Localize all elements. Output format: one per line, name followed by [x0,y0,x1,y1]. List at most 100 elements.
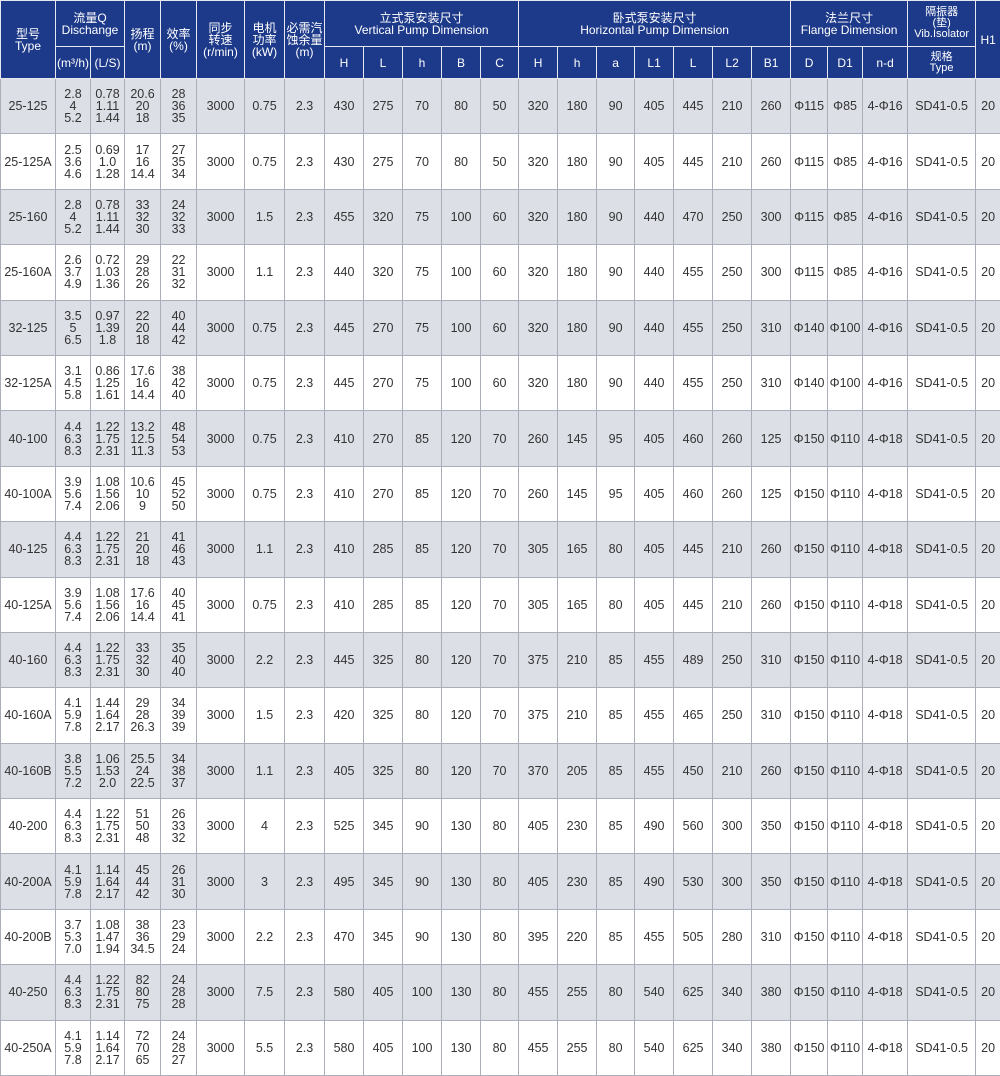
table-cell: 275 [363,77,404,135]
table-cell: 405 [634,77,675,135]
table-cell: 1.08 1.56 2.06 [89,465,126,523]
cell-line: 33 [135,641,150,656]
cell-line: 16 [135,154,150,169]
table-cell: 20 [975,631,1000,689]
table-cell: SD41-0.5 [907,188,977,246]
table-cell: 300 [712,853,753,910]
table-cell: 300 [712,798,753,855]
table-cell: 1.08 1.56 2.06 [89,576,126,633]
table-cell: 20.6 20 18 [124,77,162,135]
table-cell: 80 [402,687,443,744]
cell-line: 4.1 [64,696,82,711]
table-cell: 260 [751,576,792,633]
table-cell: Φ110 [827,410,864,467]
header-cell: n-d [862,46,909,79]
cell-line: 5.9 [64,1040,82,1055]
cell-line: 43 [171,554,186,569]
table-cell: 3.9 5.6 7.4 [55,576,91,633]
cell-line: 5.3 [64,930,82,945]
table-cell: 22 20 18 [124,299,162,356]
table-cell: 1.22 1.75 2.31 [89,410,126,467]
cell-line: 6.3 [64,653,82,668]
table-cell: 4.4 6.3 8.3 [55,964,91,1021]
cell-line: 80 [135,985,150,1000]
cell-line: 38 [171,763,186,778]
table-cell: 70 [480,742,520,800]
table-cell: 210 [712,77,753,135]
cell-line: 0.86 [95,364,120,379]
cell-line: 1.11 [95,99,120,114]
table-cell: 3.1 4.5 5.8 [55,354,91,412]
table-cell: 430 [324,77,365,135]
table-cell: 1.06 1.53 2.0 [89,742,126,800]
table-cell: 305 [518,521,559,578]
table-cell: 25-125A [0,133,56,190]
cell-line: 20 [135,542,150,557]
table-cell: 25-160A [0,244,56,301]
cell-line: 3.9 [64,585,82,600]
table-cell: Φ150 [790,1019,829,1076]
cell-line: 4.1 [64,862,82,877]
table-cell: 470 [673,188,714,246]
table-cell: 85 [596,742,636,800]
cell-line: 1.11 [95,209,120,224]
table-cell: 210 [712,133,753,190]
table-cell: 540 [634,964,675,1021]
cell-line: 10 [135,486,150,501]
table-row: 40-200 4.4 6.3 8.3 1.22 1.75 2.31 51 50 48 26 33 32 3… [0,798,1000,855]
table-cell: 305 [518,576,559,633]
cell-line: 4.4 [64,419,82,434]
table-cell: 48 54 53 [160,410,198,467]
table-cell: 280 [712,908,753,966]
header-text: (m) [295,44,314,59]
table-cell: Φ85 [827,133,864,190]
header-cell: 隔振器 (垫) Vib.Isolator [907,0,977,47]
cell-line: 38 [135,918,150,933]
cell-line: 30 [135,665,150,680]
table-cell: 320 [363,244,404,301]
cell-line: 4.4 [64,973,82,988]
cell-line: 2.5 [64,142,82,157]
table-cell: 4-Φ18 [862,742,909,800]
table-cell: 445 [673,521,714,578]
table-cell: Φ150 [790,576,829,633]
table-cell: 270 [363,410,404,467]
table-cell: 29 28 26 [124,244,162,301]
cell-line: 18 [135,332,150,347]
table-header: 型号 Type 流量Q Dischange 扬程 (m) 效率 (%) 同步 转速 (r/m… [0,0,1000,79]
cell-line: 2.6 [64,253,82,268]
cell-line: 50 [135,819,150,834]
cell-line: 34 [171,696,186,711]
table-cell: 270 [363,354,404,412]
table-cell: 125 [751,465,792,523]
cell-line: 1.36 [95,277,120,292]
table-cell: 20 [975,687,1000,744]
table-cell: 29 28 26.3 [124,687,162,744]
cell-line: 1.06 [95,751,120,766]
table-cell: 210 [712,521,753,578]
table-cell: Φ110 [827,742,864,800]
cell-line: 14.4 [130,609,155,624]
table-cell: 445 [673,133,714,190]
table-cell: 80 [441,77,482,135]
cell-line: 28 [171,985,186,1000]
header-cell: L1 [634,46,675,79]
table-cell: Φ115 [790,244,829,301]
table-cell: SD41-0.5 [907,77,977,135]
cell-line: 37 [171,775,186,790]
cell-line: 4.4 [64,807,82,822]
table-cell: 130 [441,908,482,966]
cell-line: 0.69 [95,142,120,157]
cell-line: 34 [171,166,186,181]
header-cell: C [480,46,520,79]
table-cell: 340 [712,1019,753,1076]
table-cell: SD41-0.5 [907,631,977,689]
table-cell: 4-Φ18 [862,798,909,855]
header-cell: 立式泵安装尺寸 Vertical Pump Dimension [324,0,520,47]
table-cell: 2.3 [284,687,326,744]
table-cell: 40 44 42 [160,299,198,356]
table-cell: 3000 [196,244,246,301]
cell-line: 45 [171,597,186,612]
table-cell: 75 [402,188,443,246]
table-cell: 25.5 24 22.5 [124,742,162,800]
